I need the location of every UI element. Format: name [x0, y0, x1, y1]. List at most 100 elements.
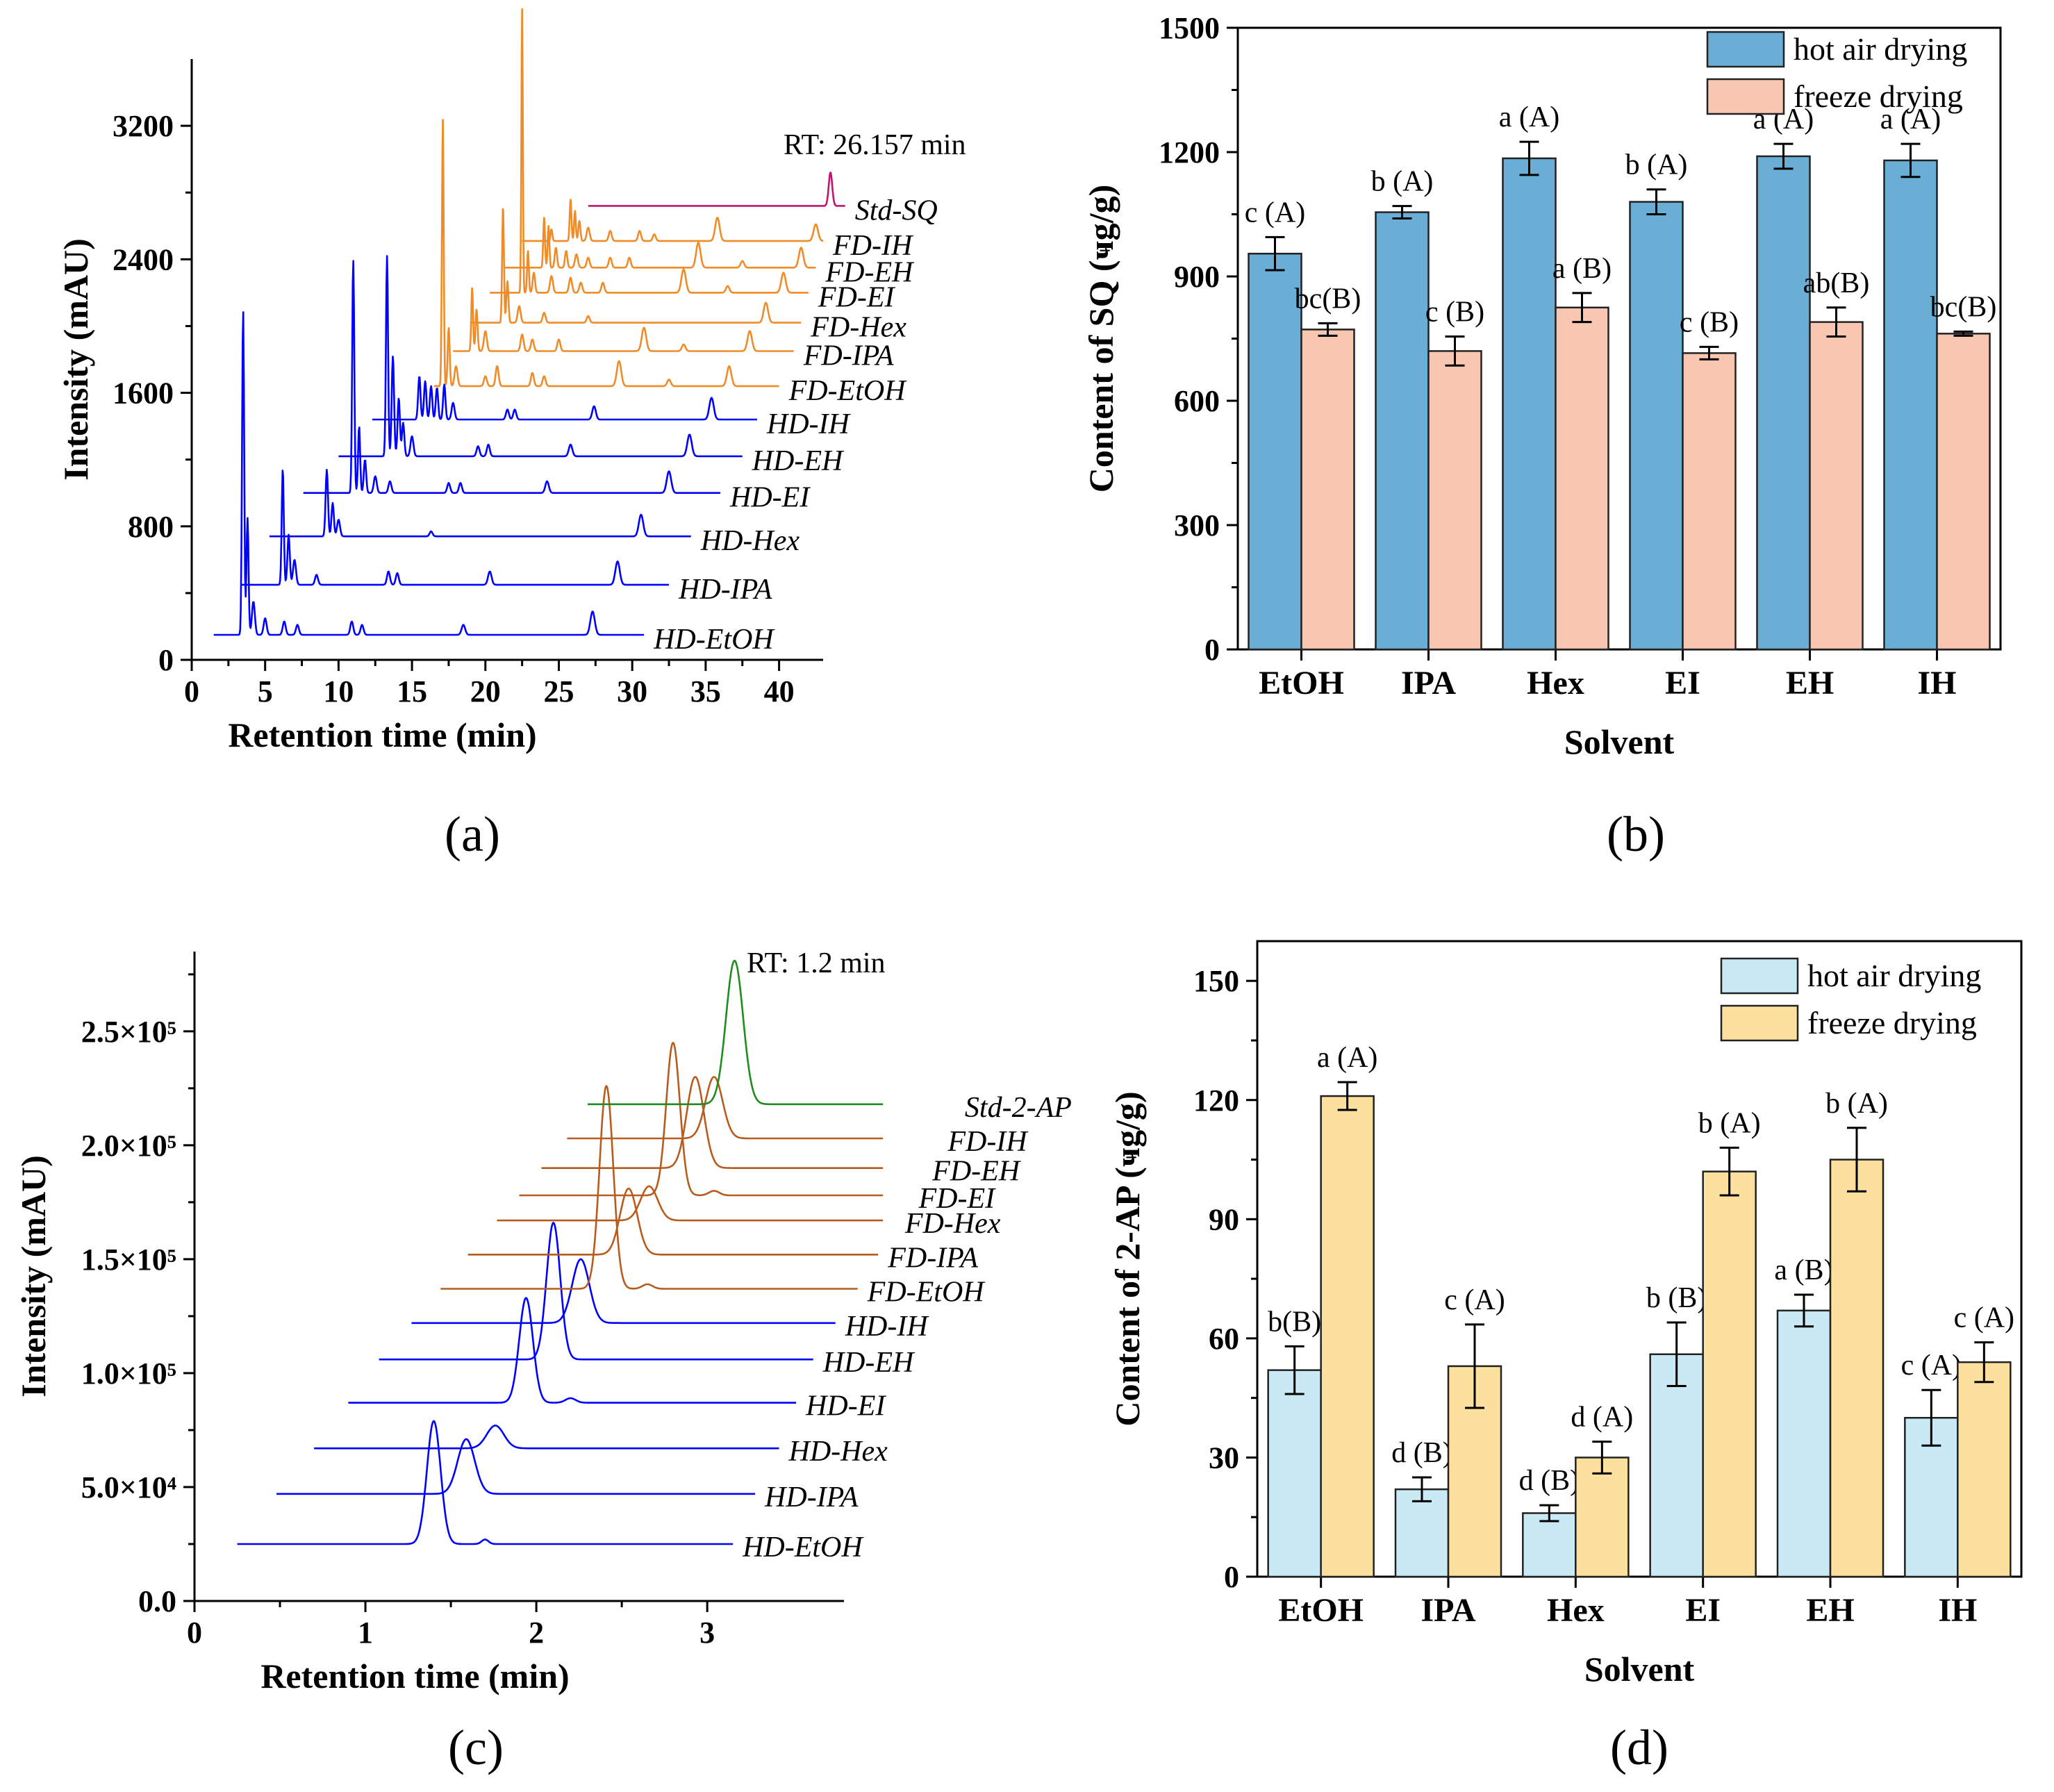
trace-hd-ih [372, 376, 758, 421]
y-tick-label: 0.0 [138, 1584, 176, 1618]
trace-label: Std-2-AP [965, 1092, 1072, 1124]
y-tick-label: 1.5×10⁵ [81, 1243, 176, 1277]
trace-label: FD-EtOH [788, 375, 908, 407]
significance-label: ab(B) [1803, 267, 1870, 299]
trace-label: FD-IPA [803, 340, 894, 372]
y-tick-label: 2400 [113, 242, 174, 276]
y-tick-label: 5.0×10⁴ [81, 1470, 176, 1504]
trace-fd-eh [504, 217, 817, 269]
trace-hd-etoh [237, 1420, 734, 1545]
significance-label: b (A) [1698, 1107, 1761, 1139]
trace-fd-ei [489, 8, 809, 294]
x-tick-label: 10 [323, 674, 354, 708]
x-axis-title: Solvent [1564, 722, 1675, 761]
trace-label: FD-EI [918, 1183, 997, 1215]
significance-label: b (A) [1825, 1088, 1888, 1120]
legend-swatch [1720, 1004, 1799, 1042]
trace-fd-hex [496, 1185, 884, 1222]
trace-fd-eh [540, 1076, 884, 1169]
x-tick-label: 2 [529, 1616, 544, 1650]
trace-label: HD-EtOH [653, 624, 775, 656]
legend-swatch [1706, 78, 1785, 115]
panel-label: (c) [448, 1720, 504, 1775]
panel-c-chromatogram-2ap: 0 1 2 3 0.0 5.0×10⁴ 1.0×10⁵ 1.5×10⁵ 2.0×10⁵ 2.5×1… [14, 947, 1072, 1775]
significance-label: c (A) [1901, 1350, 1962, 1382]
trace-hd-ih [411, 1258, 836, 1325]
trace-label: HD-Hex [700, 525, 800, 557]
category-label: IPA [1421, 1592, 1475, 1629]
y-tick-label: 1200 [1159, 135, 1220, 169]
plot-frame [1256, 940, 2023, 1578]
y-axis-title: Intensity (mAU) [14, 1155, 53, 1397]
panel-d-bar-2ap: 0 30 60 90 120 150 EtOH b(B) a (A) IPA d (B) c (A) H… [1108, 940, 2023, 1775]
trace-fd-ei [518, 1042, 884, 1197]
y-tick-label: 1600 [113, 376, 174, 410]
significance-label: c (A) [1954, 1302, 2014, 1334]
bar-hot-air-etoh [1267, 1369, 1322, 1578]
bar-hot-air-ei [1649, 1353, 1704, 1578]
legend-swatch [1720, 957, 1799, 995]
legend-label: freeze drying [1794, 78, 1963, 114]
category-label: Hex [1547, 1592, 1605, 1629]
x-tick-label: 5 [258, 674, 273, 708]
trace-fd-etoh [433, 119, 780, 388]
trace-label: HD-EI [805, 1391, 886, 1422]
bar-freeze-eh [1829, 1159, 1885, 1578]
significance-label: b (A) [1625, 149, 1688, 181]
trace-label: HD-EI [729, 482, 811, 514]
x-axis-title: Retention time (min) [260, 1657, 569, 1695]
trace-label: HD-IPA [678, 574, 772, 606]
y-axis-title: Content of SQ (ҹg/g) [1082, 185, 1120, 492]
trace-fd-hex [470, 208, 802, 324]
trace-std-sq [587, 172, 846, 207]
trace-hd-ei [303, 260, 721, 495]
trace-std-2-ap [587, 959, 884, 1106]
trace-label: Std-SQ [855, 194, 938, 226]
trace-hd-hex [269, 468, 692, 538]
x-tick-label: 25 [543, 674, 574, 708]
trace-label: FD-IPA [887, 1242, 978, 1274]
bar-hot-air-eh [1776, 1309, 1832, 1578]
trace-label: HD-EH [822, 1347, 916, 1379]
significance-label: b(B) [1268, 1306, 1321, 1338]
retention-time-annotation: RT: 1.2 min [747, 947, 886, 979]
bar-hot-air-hex [1522, 1512, 1577, 1578]
category-label: EH [1786, 665, 1834, 702]
legend-label: hot air drying [1807, 958, 1981, 993]
legend-label: hot air drying [1794, 31, 1967, 67]
significance-label: a (A) [1880, 103, 1941, 135]
y-tick-label: 0 [1204, 633, 1220, 667]
trace-label: FD-EI [818, 281, 896, 313]
bar-freeze-etoh [1320, 1095, 1375, 1578]
bar-freeze-hex [1575, 1457, 1630, 1578]
bar-hot-air-ipa [1394, 1488, 1450, 1578]
bar-hot-air-ei [1629, 201, 1684, 651]
trace-label: FD-Hex [810, 312, 906, 344]
panel-label: (d) [1610, 1720, 1668, 1775]
y-tick-label: 60 [1209, 1322, 1239, 1356]
bar-freeze-ei [1702, 1170, 1757, 1578]
category-label: EI [1665, 665, 1700, 702]
panel-label: (b) [1607, 806, 1665, 862]
trace-label: FD-IH [947, 1126, 1029, 1158]
category-label: IH [1938, 1592, 1977, 1629]
trace-label: HD-Hex [788, 1436, 888, 1468]
significance-label: d (A) [1571, 1402, 1633, 1434]
y-tick-label: 90 [1209, 1202, 1239, 1236]
significance-label: c (B) [1425, 297, 1484, 329]
y-tick-label: 800 [128, 510, 174, 544]
y-tick-label: 0 [1224, 1560, 1239, 1594]
x-tick-label: 3 [699, 1616, 715, 1650]
significance-label: c (A) [1444, 1284, 1505, 1316]
category-label: Hex [1527, 665, 1584, 702]
trace-label: FD-EH [931, 1156, 1022, 1188]
y-tick-label: 3200 [113, 109, 174, 143]
y-tick-label: 600 [1174, 384, 1220, 418]
bar-hot-air-etoh [1248, 252, 1302, 651]
trace-label: FD-IH [832, 230, 914, 262]
significance-label: a (A) [1499, 101, 1559, 133]
panel-label: (a) [445, 806, 500, 862]
bar-hot-air-hex [1502, 157, 1557, 651]
category-label: IPA [1401, 665, 1456, 702]
